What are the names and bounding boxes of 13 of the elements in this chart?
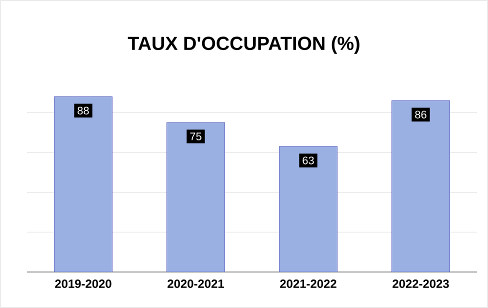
chart-title: TAUX D'OCCUPATION (%) <box>128 36 360 54</box>
data-label: 63 <box>302 156 314 164</box>
x-tick-label: 2019-2020 <box>55 280 112 288</box>
bar <box>166 122 225 272</box>
bar <box>392 100 450 272</box>
data-label: 88 <box>78 106 89 114</box>
bar <box>279 146 338 272</box>
bar <box>54 96 112 272</box>
data-label: 75 <box>190 132 202 140</box>
data-label: 86 <box>415 110 426 118</box>
x-tick-label: 2022-2023 <box>392 280 449 288</box>
x-tick-label: 2020-2021 <box>168 280 224 288</box>
x-tick-label: 2021-2022 <box>280 280 336 288</box>
